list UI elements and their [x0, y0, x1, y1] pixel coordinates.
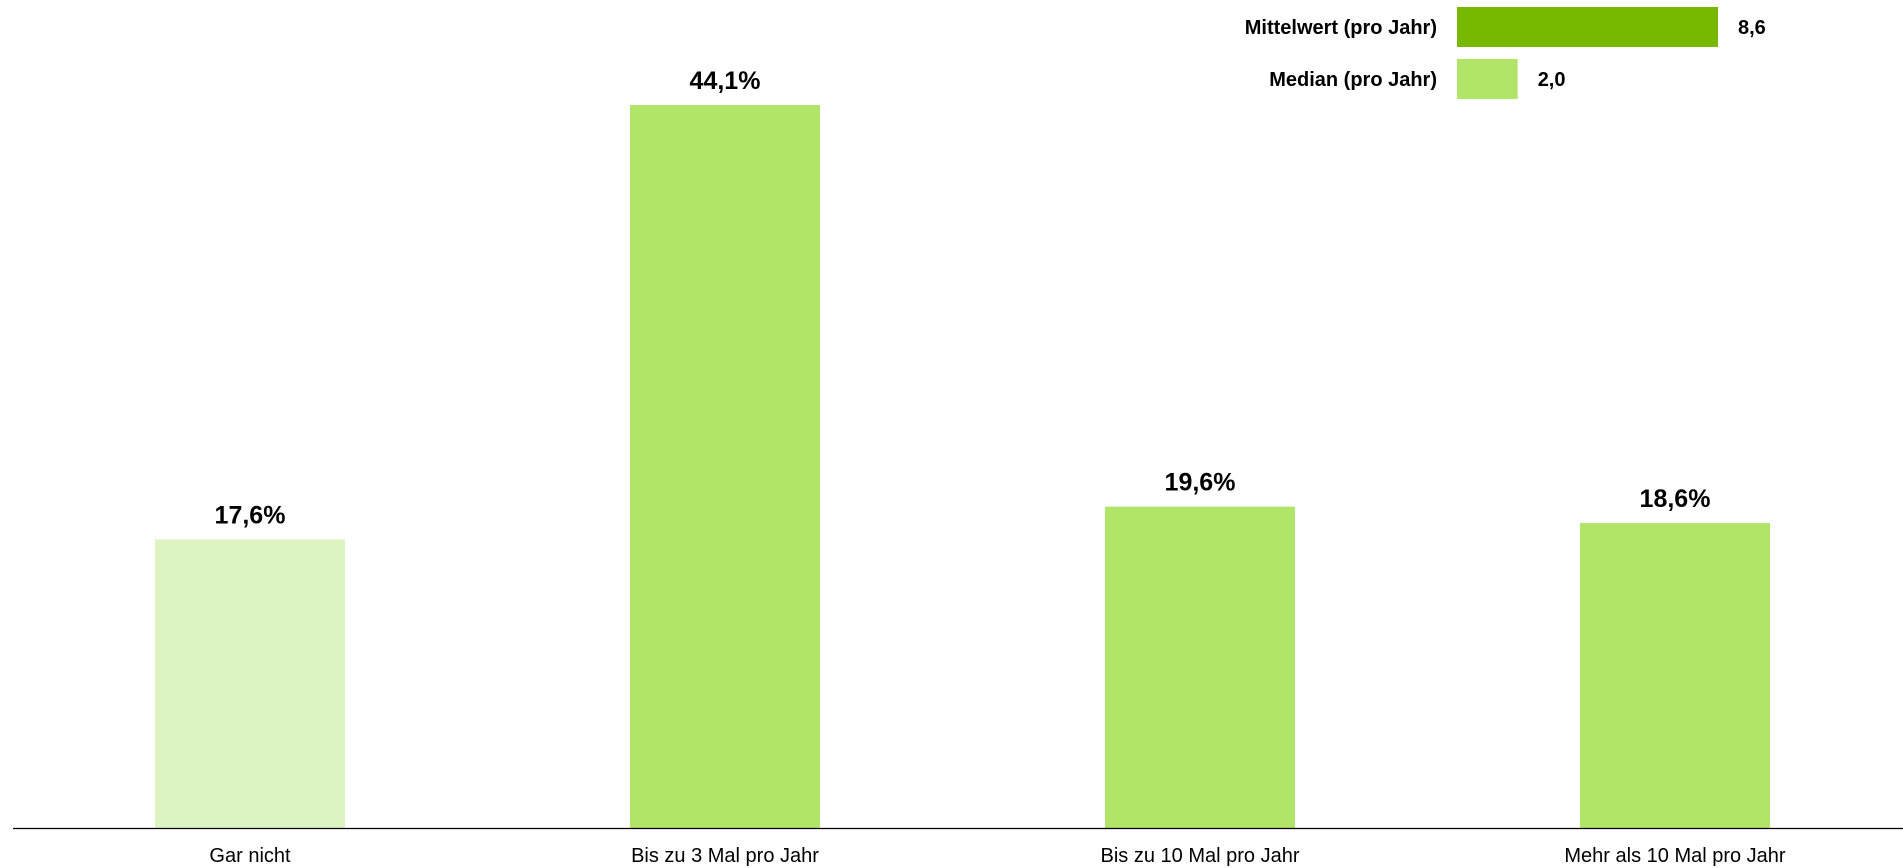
- bar-value-label: 44,1%: [690, 67, 761, 95]
- x-tick-label: Bis zu 3 Mal pro Jahr: [631, 845, 819, 867]
- summary-label: Median (pro Jahr): [1269, 69, 1437, 91]
- x-tick-label: Bis zu 10 Mal pro Jahr: [1101, 845, 1300, 867]
- summary-value-label: 2,0: [1538, 69, 1566, 91]
- bar-value-label: 19,6%: [1165, 469, 1236, 497]
- x-tick-label: Gar nicht: [209, 845, 291, 867]
- bars-group: 17,6% Gar nicht 44,1% Bis zu 3 Mal pro Jahr…: [155, 67, 1786, 867]
- summary-bar: [1457, 7, 1718, 47]
- bar: [630, 105, 820, 828]
- summary-label: Mittelwert (pro Jahr): [1245, 17, 1437, 39]
- summary-stats: Mittelwert (pro Jahr) 8,6 Median (pro Jahr…: [1245, 7, 1766, 99]
- bar: [1105, 506, 1295, 828]
- x-tick-label: Mehr als 10 Mal pro Jahr: [1564, 845, 1786, 867]
- bar-value-label: 18,6%: [1640, 485, 1711, 513]
- bar-value-label: 17,6%: [215, 501, 286, 529]
- summary-value-label: 8,6: [1738, 17, 1766, 39]
- bar: [155, 539, 345, 828]
- summary-bar: [1457, 59, 1518, 99]
- bar: [1580, 523, 1770, 828]
